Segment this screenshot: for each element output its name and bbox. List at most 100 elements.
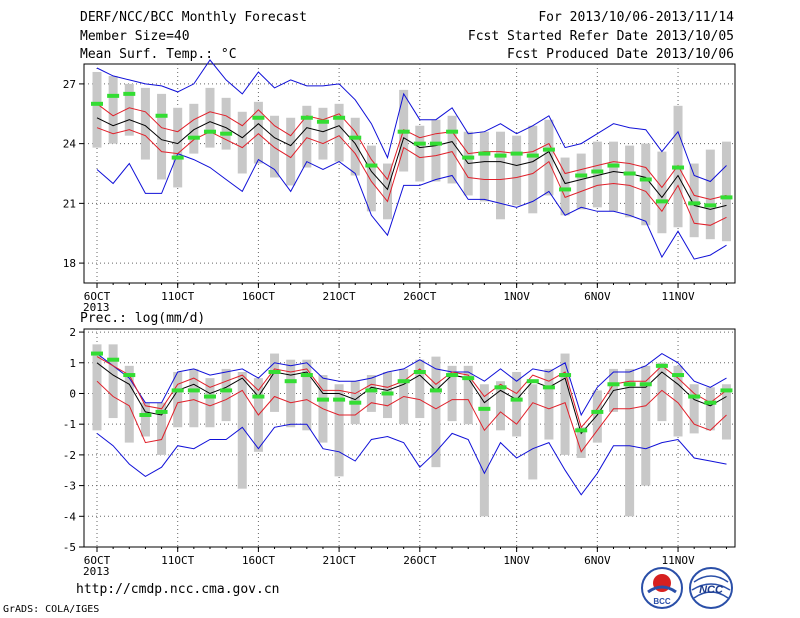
obs-marker [155, 113, 168, 118]
obs-marker [139, 412, 152, 417]
obs-marker [494, 153, 507, 158]
obs-marker [704, 400, 717, 405]
obs-marker [187, 388, 200, 393]
member-range-bar [205, 87, 215, 148]
obs-marker [123, 373, 136, 378]
member-range-bar [189, 103, 199, 154]
member-range-bar [544, 368, 554, 440]
obs-marker [688, 201, 701, 206]
member-range-bar [479, 384, 489, 517]
member-range-bar [721, 141, 731, 242]
obs-marker [672, 165, 685, 170]
lower-spread-line [96, 127, 727, 226]
member-range-bar [496, 131, 505, 220]
obs-marker [429, 141, 442, 146]
obs-marker [672, 373, 685, 378]
obs-marker [365, 163, 378, 168]
ensemble-mean-line [96, 362, 727, 435]
x-tick-label: 16OCT [242, 554, 275, 567]
chart-title: DERF/NCC/BCC Monthly Forecast [80, 10, 307, 25]
min-line [96, 423, 727, 496]
x-tick-label: 21OCT [323, 290, 356, 303]
upper-spread-line [96, 103, 727, 200]
obs-marker [623, 171, 636, 176]
plot-frame [83, 328, 736, 548]
member-range-bar [592, 141, 602, 208]
y-tick-label: -1 [63, 418, 76, 431]
bcc-logo: BCC [641, 567, 683, 609]
member-range-bar [544, 119, 554, 196]
obs-marker [203, 394, 216, 399]
member-range-bar [173, 371, 183, 428]
member-range-bar [205, 378, 215, 428]
member-range-bar [108, 344, 118, 419]
member-range-bar [189, 368, 199, 428]
y-tick-label: 1 [69, 357, 76, 370]
member-range-bar [447, 365, 457, 422]
obs-marker [171, 388, 184, 393]
obs-marker [559, 373, 572, 378]
y-tick-label: 27 [63, 78, 76, 91]
member-range-bar [157, 93, 167, 180]
member-range-bar [157, 402, 167, 455]
x-tick-label: 6OCT [84, 290, 111, 303]
obs-marker [623, 382, 636, 387]
start-date: Fcst Started Refer Date 2013/10/05 [467, 29, 734, 44]
max-line [96, 59, 727, 183]
obs-marker [187, 135, 200, 140]
obs-marker [333, 115, 346, 120]
obs-marker [542, 147, 555, 152]
member-range-bar [528, 384, 538, 480]
member-range-bar [431, 119, 441, 182]
member-range-bar [641, 143, 651, 226]
obs-marker [300, 115, 313, 120]
obs-marker [607, 163, 620, 168]
obs-marker [397, 129, 410, 134]
member-range-bar [415, 359, 425, 419]
member-range-bar [124, 365, 134, 443]
x-tick-label: 26OCT [403, 554, 436, 567]
svg-text:NCC: NCC [699, 584, 724, 596]
member-range-bar [625, 368, 635, 517]
member-range-bar [560, 157, 570, 216]
obs-marker [268, 369, 281, 374]
obs-marker [446, 373, 459, 378]
obs-marker [397, 379, 410, 384]
min-line [96, 152, 727, 260]
source-url[interactable]: http://cmdp.ncc.cma.gov.cn [76, 582, 280, 597]
obs-marker [655, 363, 668, 368]
y-tick-label: -5 [63, 541, 76, 554]
member-range-bar [463, 365, 473, 425]
member-range-bar [576, 427, 586, 458]
member-range-bar [528, 125, 538, 214]
member-range-bar [512, 135, 522, 206]
obs-marker [639, 177, 652, 182]
member-range-bar [140, 402, 150, 437]
obs-marker [107, 357, 120, 362]
produced-date: Fcst Produced Date 2013/10/06 [507, 47, 734, 62]
obs-marker [446, 129, 459, 134]
y-tick-label: -4 [63, 510, 77, 523]
member-range-bar [673, 365, 683, 437]
obs-marker [720, 195, 733, 200]
obs-marker [478, 151, 491, 156]
member-range-bar [657, 362, 667, 422]
member-range-bar [302, 359, 312, 431]
member-range-bar [496, 381, 505, 431]
member-range-bar [415, 125, 425, 182]
panel-1: 18 21 24 27 6OCT 11OCT 16OCT 21OCT 26OCT 1NOV 6NOV… [63, 59, 736, 314]
member-range-bar [592, 390, 602, 443]
member-range-bar [124, 83, 134, 136]
obs-marker [510, 397, 523, 402]
forecast-period: For 2013/10/06-2013/11/14 [538, 10, 734, 25]
member-range-bar [366, 145, 376, 212]
obs-marker [333, 397, 346, 402]
obs-marker [704, 203, 717, 208]
ncc-logo: NCC [689, 567, 733, 609]
member-range-bar [479, 131, 489, 202]
obs-marker [300, 373, 313, 378]
max-line [96, 353, 727, 417]
member-range-bar [689, 163, 699, 238]
member-range-bar [221, 368, 231, 422]
